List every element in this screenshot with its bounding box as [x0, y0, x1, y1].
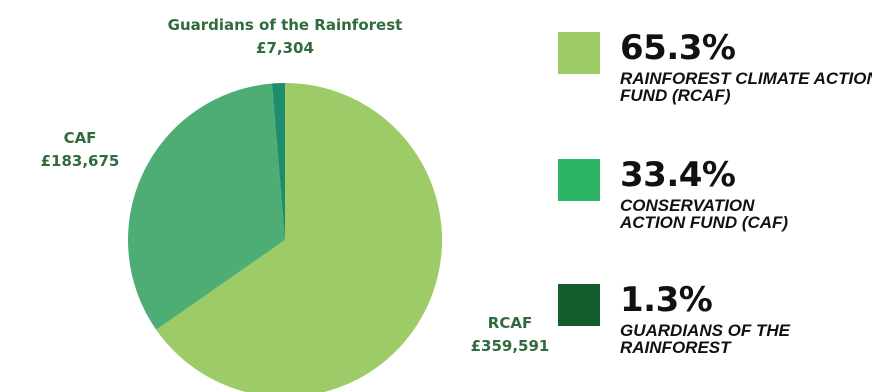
callout-caf-label: CAF — [63, 129, 97, 147]
callout-rcaf-label: RCAF — [487, 314, 533, 332]
legend-percent-caf: 33.4% — [620, 155, 736, 195]
legend-swatch-rcaf — [558, 32, 600, 74]
legend-label-caf: CONSERVATION ACTION FUND (CAF) — [620, 196, 789, 232]
callout-caf: CAF £183,675 — [10, 127, 150, 173]
legend-swatch-caf — [558, 159, 600, 201]
callout-guardians-label: Guardians of the Rainforest — [167, 16, 403, 34]
callout-rcaf-value: £359,591 — [470, 337, 550, 355]
pie-slice-rcaf — [156, 83, 442, 392]
callout-guardians-value: £7,304 — [256, 39, 314, 57]
legend-percent-guardians: 1.3% — [620, 280, 713, 320]
legend-swatch-guardians — [558, 284, 600, 326]
pie-slice-caf — [127, 83, 285, 330]
legend-label-rcaf: RAINFOREST CLIMATE ACTION FUND (RCAF) — [620, 69, 872, 105]
legend-percent-rcaf: 65.3% — [620, 28, 736, 68]
legend-label-guardians: GUARDIANS OF THE RAINFOREST — [620, 321, 790, 357]
callout-caf-value: £183,675 — [40, 152, 120, 170]
callout-rcaf: RCAF £359,591 — [445, 312, 575, 358]
callout-guardians: Guardians of the Rainforest £7,304 — [120, 14, 450, 60]
pie-slice-guardians — [271, 83, 285, 240]
